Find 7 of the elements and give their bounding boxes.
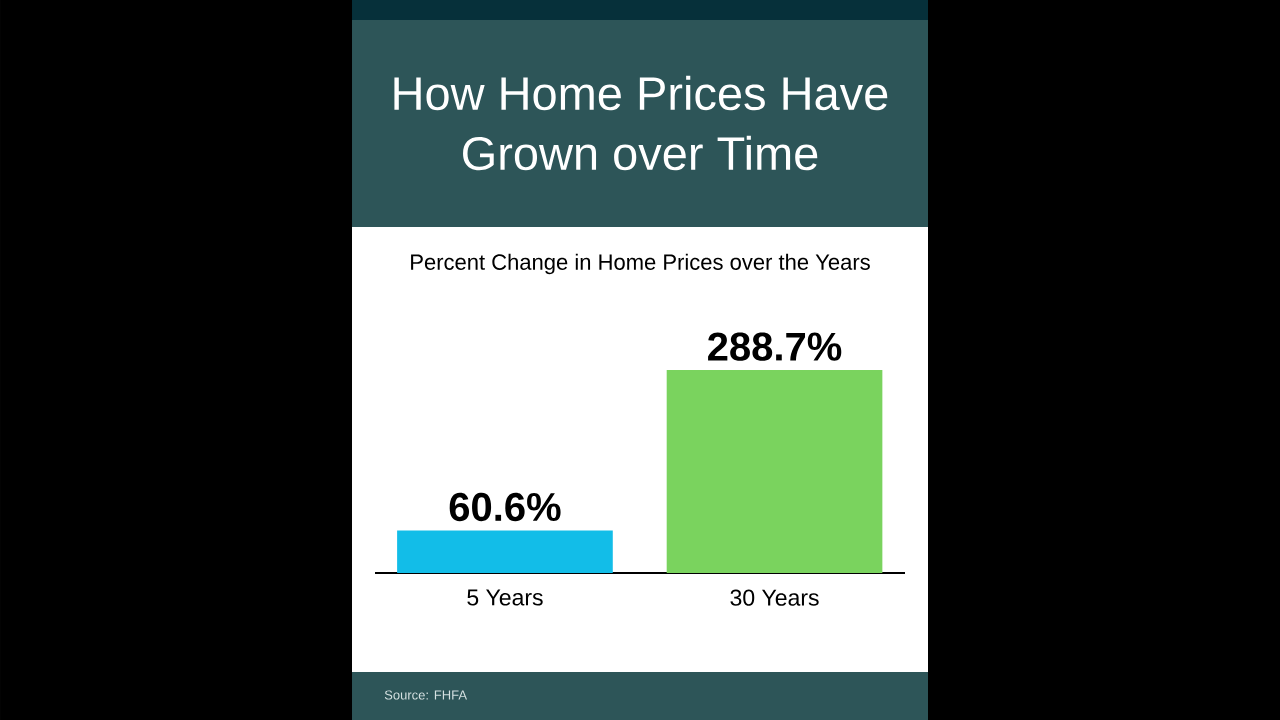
- data-label: 288.7%: [708, 332, 842, 361]
- chart-subtitle: Percent Change in Home Prices over the Years: [411, 253, 870, 275]
- x-tick-label: 30 Years: [730, 589, 819, 606]
- data-label: 60.6%: [449, 492, 561, 522]
- source-note: Source: FHFA: [384, 690, 468, 700]
- chart-title: How Home Prices Have Grown over Time: [394, 75, 888, 171]
- x-tick-label: 5 Years: [467, 589, 543, 606]
